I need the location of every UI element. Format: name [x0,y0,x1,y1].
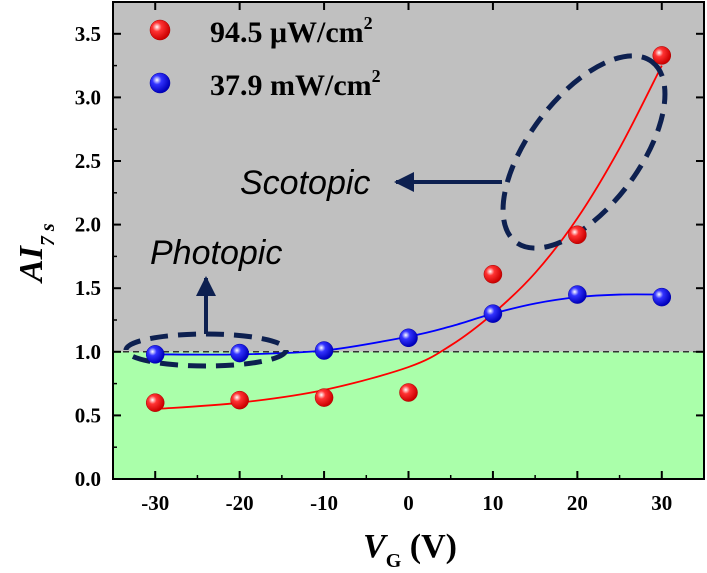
data-point-series-0 [568,225,587,245]
x-tick-label: -10 [310,491,338,515]
y-tick-label: 0.5 [75,403,101,427]
x-tick-label: -20 [226,491,254,515]
data-point-series-0 [314,388,334,407]
y-tick-label: 1.0 [75,340,101,364]
plot-bg-upper [113,2,704,352]
legend: 94.5 μW/cm2 37.9 mW/cm2 [149,13,381,102]
x-axis-title: VG (V) [363,528,457,572]
annotation-scotopic: Scotopic [240,164,370,202]
data-point-series-0 [230,390,249,410]
data-point-series-1 [399,328,418,348]
x-tick-label: 20 [567,491,588,515]
y-tick-label: 0.0 [75,467,101,491]
data-point-series-1 [483,304,503,323]
fit-line-series-1 [155,293,662,356]
y-axis-title: AI7 s [13,223,59,284]
legend-label-blue: 37.9 mW/cm2 [210,66,381,102]
photopic-ellipse [123,331,289,369]
legend-marker-red [149,19,171,41]
data-point-series-1 [145,345,165,364]
data-point-series-0 [652,46,672,65]
y-tick-label: 1.5 [75,276,101,300]
x-tick-label: 10 [482,491,503,515]
data-point-series-1 [230,343,249,363]
data-point-series-0 [483,264,503,284]
annotation-photopic: Photopic [150,234,282,272]
x-tick-label: 30 [651,491,672,515]
data-point-series-1 [652,287,672,307]
data-point-series-0 [399,383,418,402]
scotopic-ellipse [500,53,668,251]
legend-marker-blue [149,72,171,94]
legend-label-red: 94.5 μW/cm2 [210,13,373,49]
y-tick-label: 3.0 [75,85,101,109]
x-tick-label: 0 [403,491,414,515]
data-point-series-1 [314,341,334,360]
data-point-series-0 [145,393,165,412]
x-tick-label: -30 [141,491,169,515]
fit-line-series-0 [155,65,663,410]
data-point-series-1 [568,285,587,304]
y-tick-label: 2.0 [75,213,101,237]
plot-bg-lower [113,351,704,479]
y-tick-label: 2.5 [75,149,101,173]
y-tick-label: 3.5 [75,22,101,46]
